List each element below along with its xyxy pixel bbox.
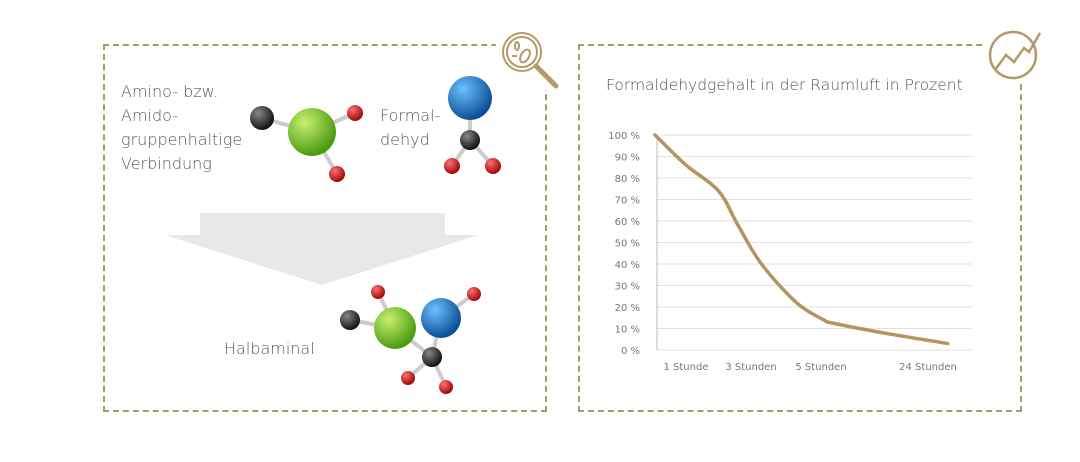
y-tick-label: 90 % bbox=[615, 153, 640, 164]
x-tick-label: 24 Stunden bbox=[899, 362, 957, 373]
y-tick-label: 10 % bbox=[615, 325, 640, 336]
y-tick-label: 20 % bbox=[615, 303, 640, 314]
y-tick-label: 80 % bbox=[615, 174, 640, 185]
x-tick-label: 1 Stunde bbox=[664, 362, 709, 373]
formaldehyde-label: Formal- dehyd bbox=[380, 104, 440, 152]
x-tick-label: 5 Stunden bbox=[795, 362, 846, 373]
label-line: Verbindung bbox=[121, 154, 212, 173]
series-line bbox=[653, 133, 950, 346]
formaldehyde-molecule bbox=[444, 76, 501, 174]
y-tick-label: 70 % bbox=[615, 196, 640, 207]
amino-compound-molecule bbox=[250, 105, 363, 182]
label-line: Formal- bbox=[380, 106, 441, 125]
y-tick-label: 60 % bbox=[615, 217, 640, 228]
rising-chart-circle-icon bbox=[985, 26, 1045, 82]
hemiaminal-label: Halbaminal bbox=[224, 339, 315, 358]
x-tick-label: 3 Stunden bbox=[725, 362, 776, 373]
chart-panel bbox=[578, 44, 1022, 412]
y-tick-label: 30 % bbox=[615, 282, 640, 293]
label-line: Amido- bbox=[121, 106, 178, 125]
y-tick-label: 100 % bbox=[608, 131, 640, 142]
y-tick-label: 50 % bbox=[615, 239, 640, 250]
hemiaminal-molecule bbox=[340, 285, 481, 394]
magnifier-bacteria-icon bbox=[496, 30, 564, 90]
reaction-panel bbox=[103, 44, 547, 412]
chart-title: Formaldehydgehalt in der Raumluft in Pro… bbox=[606, 76, 963, 94]
y-tick-label: 40 % bbox=[615, 260, 640, 271]
reaction-arrow bbox=[165, 213, 478, 285]
label-line: dehyd bbox=[380, 130, 430, 149]
label-line: gruppenhaltige bbox=[121, 130, 243, 149]
amino-compound-label: Amino- bzw. Amido- gruppenhaltige Verbin… bbox=[121, 80, 242, 176]
y-tick-label: 0 % bbox=[621, 346, 640, 357]
label-line: Amino- bzw. bbox=[121, 82, 219, 101]
